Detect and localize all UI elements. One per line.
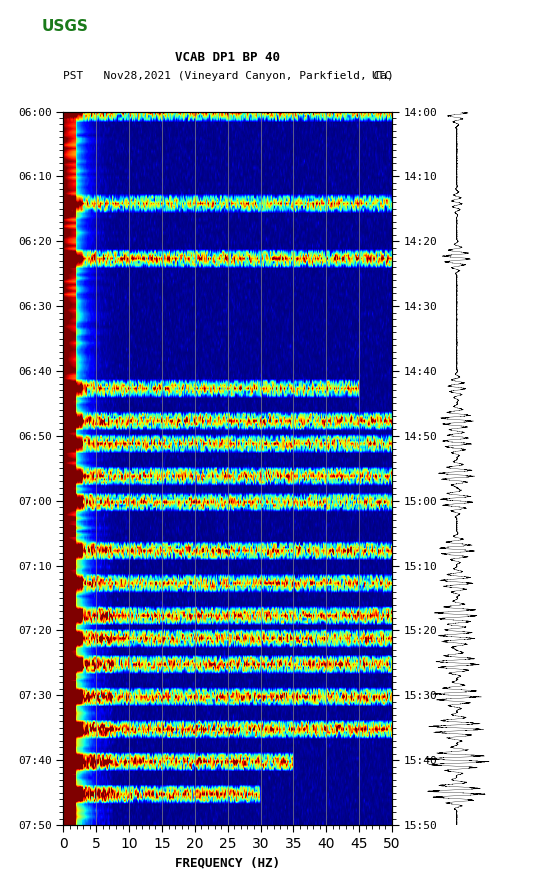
Text: PST   Nov28,2021 (Vineyard Canyon, Parkfield, Ca): PST Nov28,2021 (Vineyard Canyon, Parkfie… bbox=[63, 70, 394, 81]
Text: UTC: UTC bbox=[371, 70, 392, 81]
Text: Z: Z bbox=[18, 16, 29, 30]
Text: VCAB DP1 BP 40: VCAB DP1 BP 40 bbox=[175, 52, 280, 64]
X-axis label: FREQUENCY (HZ): FREQUENCY (HZ) bbox=[175, 856, 280, 870]
Text: USGS: USGS bbox=[41, 20, 88, 34]
